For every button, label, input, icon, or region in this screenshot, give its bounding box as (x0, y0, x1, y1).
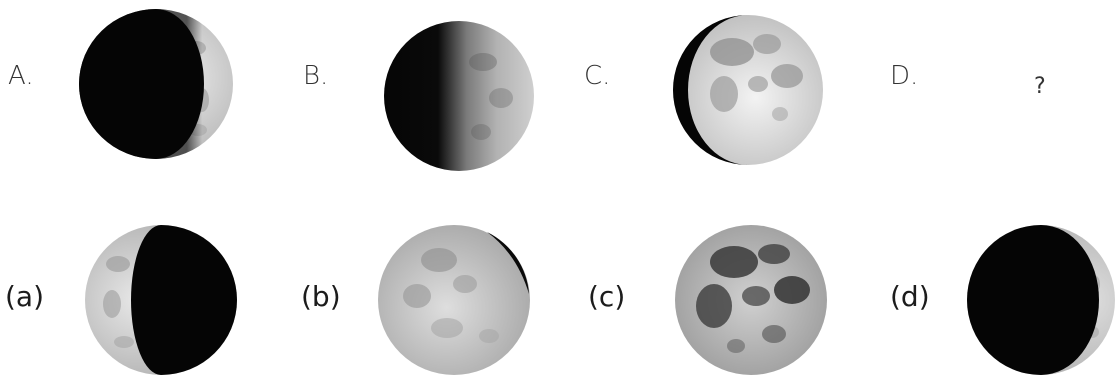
waning-gibbous-moon-icon (377, 224, 531, 376)
waxing-crescent-moon-icon (966, 224, 1116, 376)
waxing-gibbous-moon-icon (672, 14, 824, 166)
option-label-a-upper: A. (8, 61, 34, 91)
waning-crescent-moon-icon (84, 224, 238, 376)
option-label-b-upper: B. (303, 61, 329, 91)
waxing-crescent-moon-icon (78, 8, 234, 160)
unknown-phase-mark: ? (1034, 74, 1046, 99)
first-quarter-moon-icon (383, 20, 535, 172)
answer-label-c[interactable]: (c) (588, 280, 626, 313)
answer-label-a[interactable]: (a) (5, 280, 45, 313)
option-label-c-upper: C. (584, 61, 611, 91)
full-moon-icon (674, 224, 828, 376)
answer-label-b[interactable]: (b) (301, 280, 341, 313)
option-label-d-upper: D. (890, 61, 919, 91)
answer-label-d[interactable]: (d) (890, 280, 930, 313)
